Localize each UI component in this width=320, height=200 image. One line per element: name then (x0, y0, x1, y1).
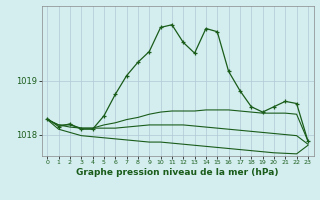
X-axis label: Graphe pression niveau de la mer (hPa): Graphe pression niveau de la mer (hPa) (76, 168, 279, 177)
